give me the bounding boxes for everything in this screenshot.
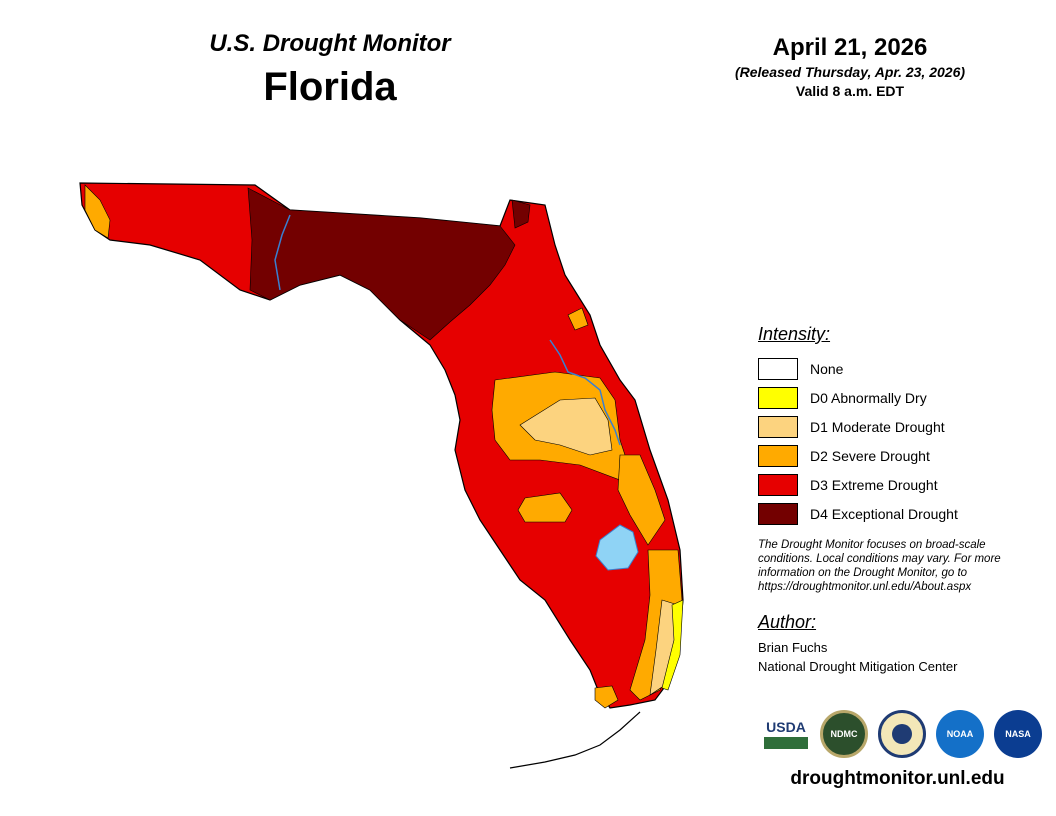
d2-sw-tip [594, 685, 619, 709]
footer-url[interactable]: droughtmonitor.unl.edu [790, 768, 1005, 789]
map-date: April 21, 2026 [772, 34, 928, 61]
usda-logo-text: USDA [766, 719, 806, 735]
legend-item-d0: D0 Abnormally Dry [758, 383, 1048, 412]
usda-logo: USDA [762, 710, 810, 758]
legend-swatch [758, 502, 798, 525]
legend-label: D0 Abnormally Dry [810, 389, 927, 406]
legend: Intensity: None D0 Abnormally Dry D1 Mod… [758, 322, 1048, 676]
legend-swatch [758, 415, 798, 438]
commerce-eagle-icon [892, 724, 912, 744]
ndmc-logo: NDMC [820, 710, 868, 758]
florida-keys [509, 711, 641, 769]
d4-region [247, 187, 516, 341]
d4-region-ne [511, 199, 531, 229]
state-title: Florida [263, 65, 397, 109]
legend-label: D1 Moderate Drought [810, 418, 945, 435]
legend-swatch [758, 444, 798, 467]
date-block: April 21, 2026 (Released Thursday, Apr. … [690, 33, 1010, 101]
legend-item-d4: D4 Exceptional Drought [758, 499, 1048, 528]
d2-ne-patch [567, 307, 589, 331]
legend-label: None [810, 360, 844, 377]
author-name: Brian Fuchs [758, 640, 828, 655]
commerce-seal-icon [878, 710, 926, 758]
legend-item-none: None [758, 354, 1048, 383]
usda-hills-icon [764, 737, 808, 749]
d2-panhandle [84, 184, 111, 239]
legend-item-d2: D2 Severe Drought [758, 441, 1048, 470]
author-organization: National Drought Mitigation Center [758, 659, 958, 674]
d2-inland-patch [517, 492, 573, 523]
st-johns-river [549, 339, 621, 446]
apalachicola-river [274, 214, 291, 291]
legend-item-d3: D3 Extreme Drought [758, 470, 1048, 499]
title-block: U.S. Drought Monitor Florida [150, 30, 510, 112]
release-date: (Released Thursday, Apr. 23, 2026) [734, 64, 966, 80]
legend-label: D3 Extreme Drought [810, 476, 938, 493]
d0-southeast [661, 599, 684, 691]
lake-okeechobee [595, 524, 639, 571]
legend-swatch [758, 473, 798, 496]
d1-central [519, 397, 613, 456]
legend-item-d1: D1 Moderate Drought [758, 412, 1048, 441]
legend-swatch [758, 386, 798, 409]
disclaimer-text: The Drought Monitor focuses on broad-sca… [758, 539, 1001, 593]
map-subtitle: U.S. Drought Monitor [209, 30, 451, 57]
legend-swatch [758, 357, 798, 380]
valid-time: Valid 8 a.m. EDT [795, 83, 905, 99]
d2-east-coast [617, 454, 666, 546]
noaa-logo: NOAA [936, 710, 984, 758]
legend-label: D4 Exceptional Drought [810, 505, 958, 522]
legend-title: Intensity: [758, 324, 831, 344]
legend-label: D2 Severe Drought [810, 447, 930, 464]
florida-drought-map [79, 182, 684, 769]
author-title: Author: [758, 612, 817, 632]
logo-row: USDA NDMC NOAA NASA [762, 710, 1042, 758]
nasa-logo: NASA [994, 710, 1042, 758]
author-block: Author: Brian Fuchs National Drought Mit… [758, 610, 1048, 676]
